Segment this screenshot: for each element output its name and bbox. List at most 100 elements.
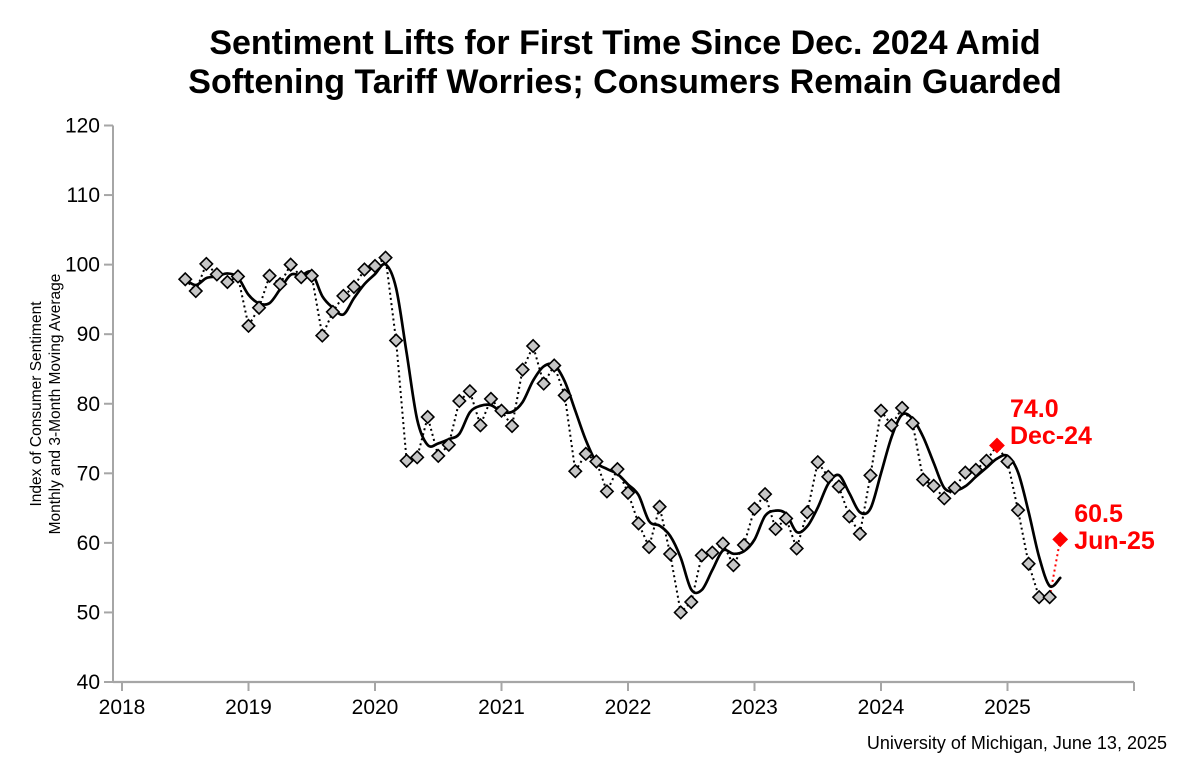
data-point [1000,454,1015,469]
data-point [894,400,910,416]
y-tick-label: 70 [77,462,100,485]
data-point [1010,502,1026,518]
data-point [905,415,920,431]
x-tick-label: 2018 [99,696,146,719]
data-point [441,437,457,453]
annotation-marker-jun-25 [1052,531,1069,548]
data-point [504,418,520,434]
data-point [884,417,899,433]
y-tick-label: 60 [77,532,100,555]
data-point [314,328,330,343]
data-point [557,388,573,403]
annotation-dec-24-date: Dec-24 [1009,422,1092,451]
data-point [272,276,288,292]
data-point [915,472,931,487]
data-point [1021,556,1036,572]
data-point [873,403,889,419]
data-point [336,288,351,304]
data-point [546,358,562,373]
data-point [494,403,509,419]
data-point [409,449,425,465]
data-point [199,256,214,272]
data-point [346,279,362,295]
axes [112,125,1134,684]
data-point [831,479,847,494]
data-point [641,539,657,555]
annotation-connector [1048,539,1062,598]
y-tick-label: 90 [77,323,100,346]
data-point [241,318,256,334]
data-point [388,333,404,348]
annotation-dec-24-value: 74.0 [1009,395,1059,424]
data-point [304,268,320,284]
data-point [673,605,689,620]
y-axis: 40 50 60 70 80 90 100 110 120 [65,115,113,694]
annotation-dec-24: 74.0 Dec-24 [1010,396,1092,450]
data-point [1031,589,1047,605]
source-note: University of Michigan, June 13, 2025 [866,733,1167,753]
data-point [420,409,436,425]
x-tick-label: 2019 [225,696,272,719]
data-point [662,546,678,562]
data-point [462,383,478,399]
data-point [852,526,868,542]
monthly-series-line [184,255,1050,615]
data-point [262,268,277,284]
data-point [515,362,530,377]
y-tick-label: 50 [77,601,100,624]
data-point [230,269,246,284]
data-point [799,504,815,520]
annotation-marker-dec-24 [989,437,1005,454]
data-point [1042,589,1058,605]
x-axis: 2018 2019 2020 2021 2022 2023 2024 2025 [99,682,1135,719]
data-point [251,300,267,316]
data-point [705,545,720,560]
data-point [747,501,762,517]
y-tick-label: 80 [77,393,100,416]
data-point [536,376,551,391]
data-point [968,462,984,478]
data-point [979,453,994,469]
data-point [958,465,973,480]
data-point [283,257,298,272]
data-point [863,468,878,483]
y-tick-label: 110 [67,184,100,207]
x-tick-label: 2020 [352,696,399,719]
data-point [789,541,804,556]
data-point [367,258,383,274]
data-point [631,516,646,531]
data-point [726,557,741,573]
data-point [778,511,794,526]
chart-title-line2: Softening Tariff Worries; Consumers Rema… [188,63,1062,101]
data-point [715,536,731,551]
data-point [378,250,393,266]
x-tick-label: 2021 [478,696,525,719]
data-point [936,491,952,506]
chart-title-line1: Sentiment Lifts for First Time Since Dec… [209,24,1041,62]
y-tick-label: 40 [77,671,100,694]
data-point [683,594,699,610]
data-point [567,463,583,479]
y-tick-label: 120 [65,115,100,138]
annotation-jun-25-date: Jun-25 [1074,527,1155,556]
data-point [357,262,372,277]
data-point [820,469,836,485]
data-point [599,484,615,499]
data-point [473,417,488,433]
data-point [430,448,446,464]
data-point [736,537,752,553]
data-point [768,521,783,537]
data-point [620,485,636,501]
data-point [757,486,773,502]
data-point [578,446,594,462]
x-tick-label: 2024 [858,696,905,719]
x-tick-label: 2025 [984,696,1031,719]
data-point [610,461,625,477]
annotation-jun-25-value: 60.5 [1074,500,1123,529]
data-point [177,271,193,287]
data-point [483,391,499,407]
data-point [842,509,857,524]
data-point [694,548,710,563]
